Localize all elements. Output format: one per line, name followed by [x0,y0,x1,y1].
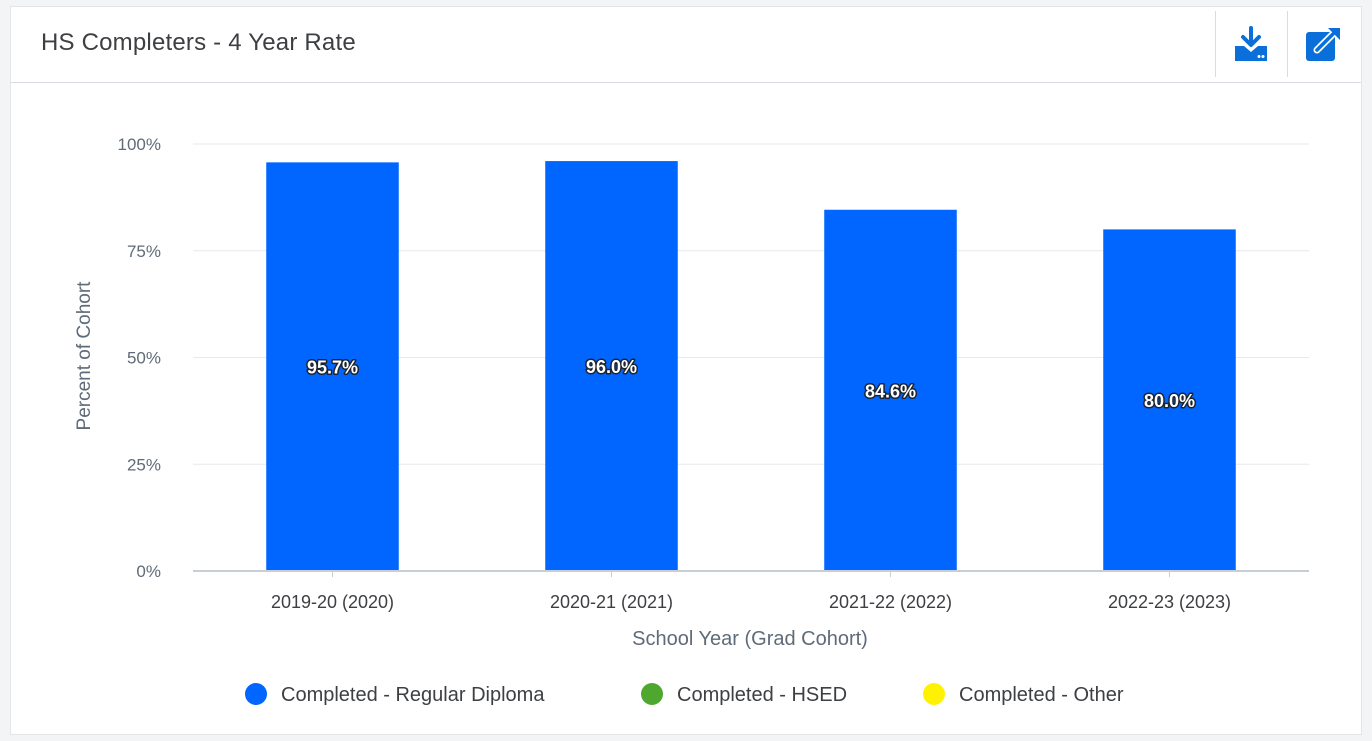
legend-swatch [245,683,267,705]
axes: 0% 25% 50% 75% 100% 2019-20 (2020) 2020-21 (20… [118,135,1309,612]
bars [266,161,1236,571]
chart-title: HS Completers - 4 Year Rate [41,29,356,56]
y-tick-label: 100% [118,135,161,154]
legend: Completed - Regular Diploma Completed - H… [245,683,1124,706]
x-tick-label: 2022-23 (2023) [1108,592,1231,612]
legend-label: Completed - HSED [677,684,847,706]
y-tick-label: 75% [127,242,161,261]
x-tick-label: 2021-22 (2022) [829,592,952,612]
y-tick-label: 25% [127,455,161,474]
bar[interactable] [545,161,678,571]
bar[interactable] [1103,229,1236,571]
external-link-icon [1305,26,1340,61]
open-external-button[interactable] [1287,11,1357,77]
legend-item[interactable]: Completed - HSED [641,683,847,706]
legend-item[interactable]: Completed - Other [923,683,1124,706]
bar-value-label: 84.6% [865,381,916,401]
x-tick-label: 2020-21 (2021) [550,592,673,612]
y-axis-title: Percent of Cohort [74,281,95,431]
x-axis-title: School Year (Grad Cohort) [632,628,868,650]
x-tick-label: 2019-20 (2020) [271,592,394,612]
legend-item[interactable]: Completed - Regular Diploma [245,683,545,706]
card-header: HS Completers - 4 Year Rate [11,7,1361,83]
legend-label: Completed - Regular Diploma [281,684,545,706]
download-icon [1234,26,1267,61]
download-button[interactable] [1215,11,1285,77]
chart-area: 95.7% 96.0% 84.6% 80.0% 0% 25% 50% 75% 100% 2019… [11,84,1363,736]
legend-label: Completed - Other [959,684,1124,706]
bar[interactable] [266,162,399,571]
bar-value-label: 95.7% [307,358,358,378]
bar-value-label: 96.0% [586,357,637,377]
bar-value-label: 80.0% [1144,391,1195,411]
data-labels: 95.7% 96.0% 84.6% 80.0% [305,356,1196,413]
bar[interactable] [824,209,957,571]
legend-swatch [923,683,945,705]
y-tick-label: 50% [127,349,161,368]
chart-card: HS Completers - 4 Year Rate 95.7% 96.0 [10,6,1362,735]
y-tick-label: 0% [136,562,161,581]
bar-chart: 95.7% 96.0% 84.6% 80.0% 0% 25% 50% 75% 100% 2019… [74,135,1309,706]
legend-swatch [641,683,663,705]
